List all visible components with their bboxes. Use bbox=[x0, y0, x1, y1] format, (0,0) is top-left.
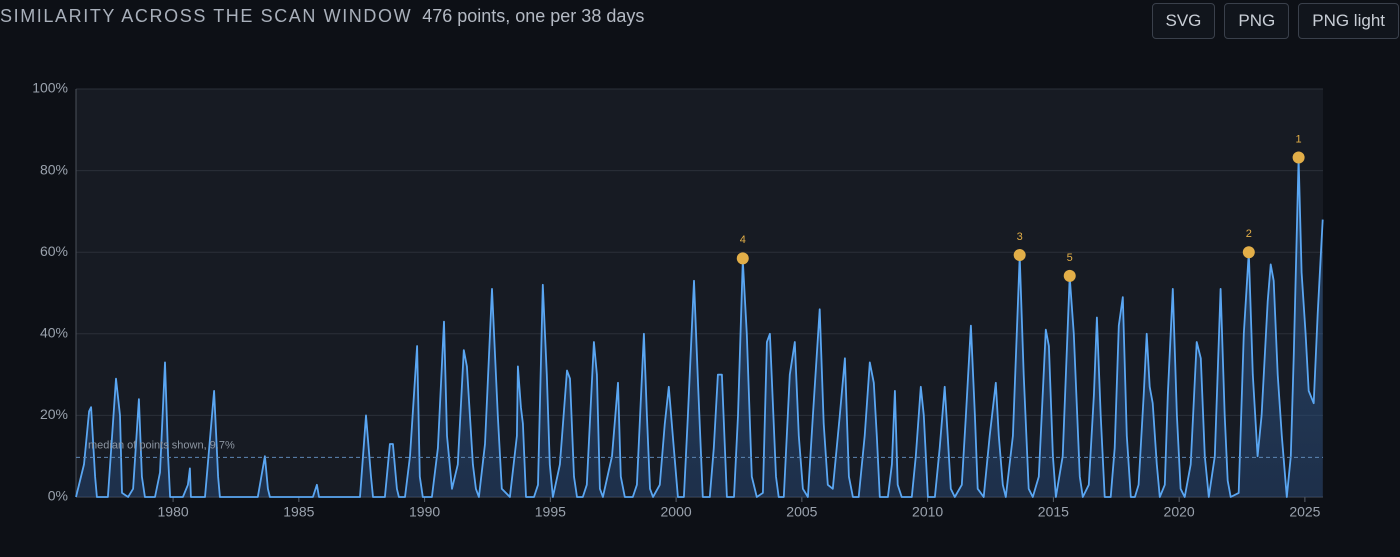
y-tick-label: 40% bbox=[40, 325, 68, 341]
top-match-rank: 3 bbox=[1017, 231, 1023, 243]
top-match-marker bbox=[1063, 269, 1076, 282]
top-match-marker bbox=[736, 252, 749, 265]
x-tick-label: 1995 bbox=[535, 504, 566, 520]
x-tick-label: 2025 bbox=[1289, 504, 1320, 520]
png-light-button[interactable]: PNG light bbox=[1298, 3, 1399, 39]
x-tick-label: 2000 bbox=[661, 504, 692, 520]
top-match-rank: 4 bbox=[740, 234, 746, 246]
png-button[interactable]: PNG bbox=[1224, 3, 1290, 39]
y-tick-label: 0% bbox=[48, 488, 68, 504]
subtitle: 476 points, one per 38 days bbox=[422, 6, 645, 26]
x-tick-label: 1980 bbox=[158, 504, 189, 520]
svg-button[interactable]: SVG bbox=[1151, 3, 1216, 39]
x-tick-label: 2005 bbox=[786, 504, 817, 520]
y-tick-label: 80% bbox=[40, 161, 68, 177]
top-match-rank: 2 bbox=[1246, 228, 1252, 240]
x-tick-label: 2015 bbox=[1038, 504, 1069, 520]
x-tick-label: 2020 bbox=[1164, 504, 1195, 520]
y-tick-label: 20% bbox=[40, 406, 68, 422]
top-match-rank: 5 bbox=[1067, 252, 1073, 264]
x-tick-label: 1990 bbox=[409, 504, 440, 520]
x-tick-label: 2010 bbox=[912, 504, 943, 520]
top-match-marker bbox=[1013, 249, 1026, 262]
median-label: median of points shown, 9.7% bbox=[88, 439, 235, 451]
top-match-marker bbox=[1292, 151, 1305, 164]
title: SIMILARITY ACROSS THE SCAN WINDOW bbox=[0, 6, 413, 26]
y-tick-label: 60% bbox=[40, 243, 68, 259]
export-buttons: SVG PNG PNG light bbox=[1151, 3, 1399, 39]
top-match-rank: 1 bbox=[1296, 133, 1302, 145]
top-match-marker bbox=[1242, 246, 1255, 259]
line bbox=[75, 157, 1324, 498]
x-tick-label: 1985 bbox=[283, 504, 314, 520]
header: SIMILARITY ACROSS THE SCAN WINDOW 476 poi… bbox=[0, 6, 644, 27]
y-tick-label: 100% bbox=[32, 80, 68, 96]
